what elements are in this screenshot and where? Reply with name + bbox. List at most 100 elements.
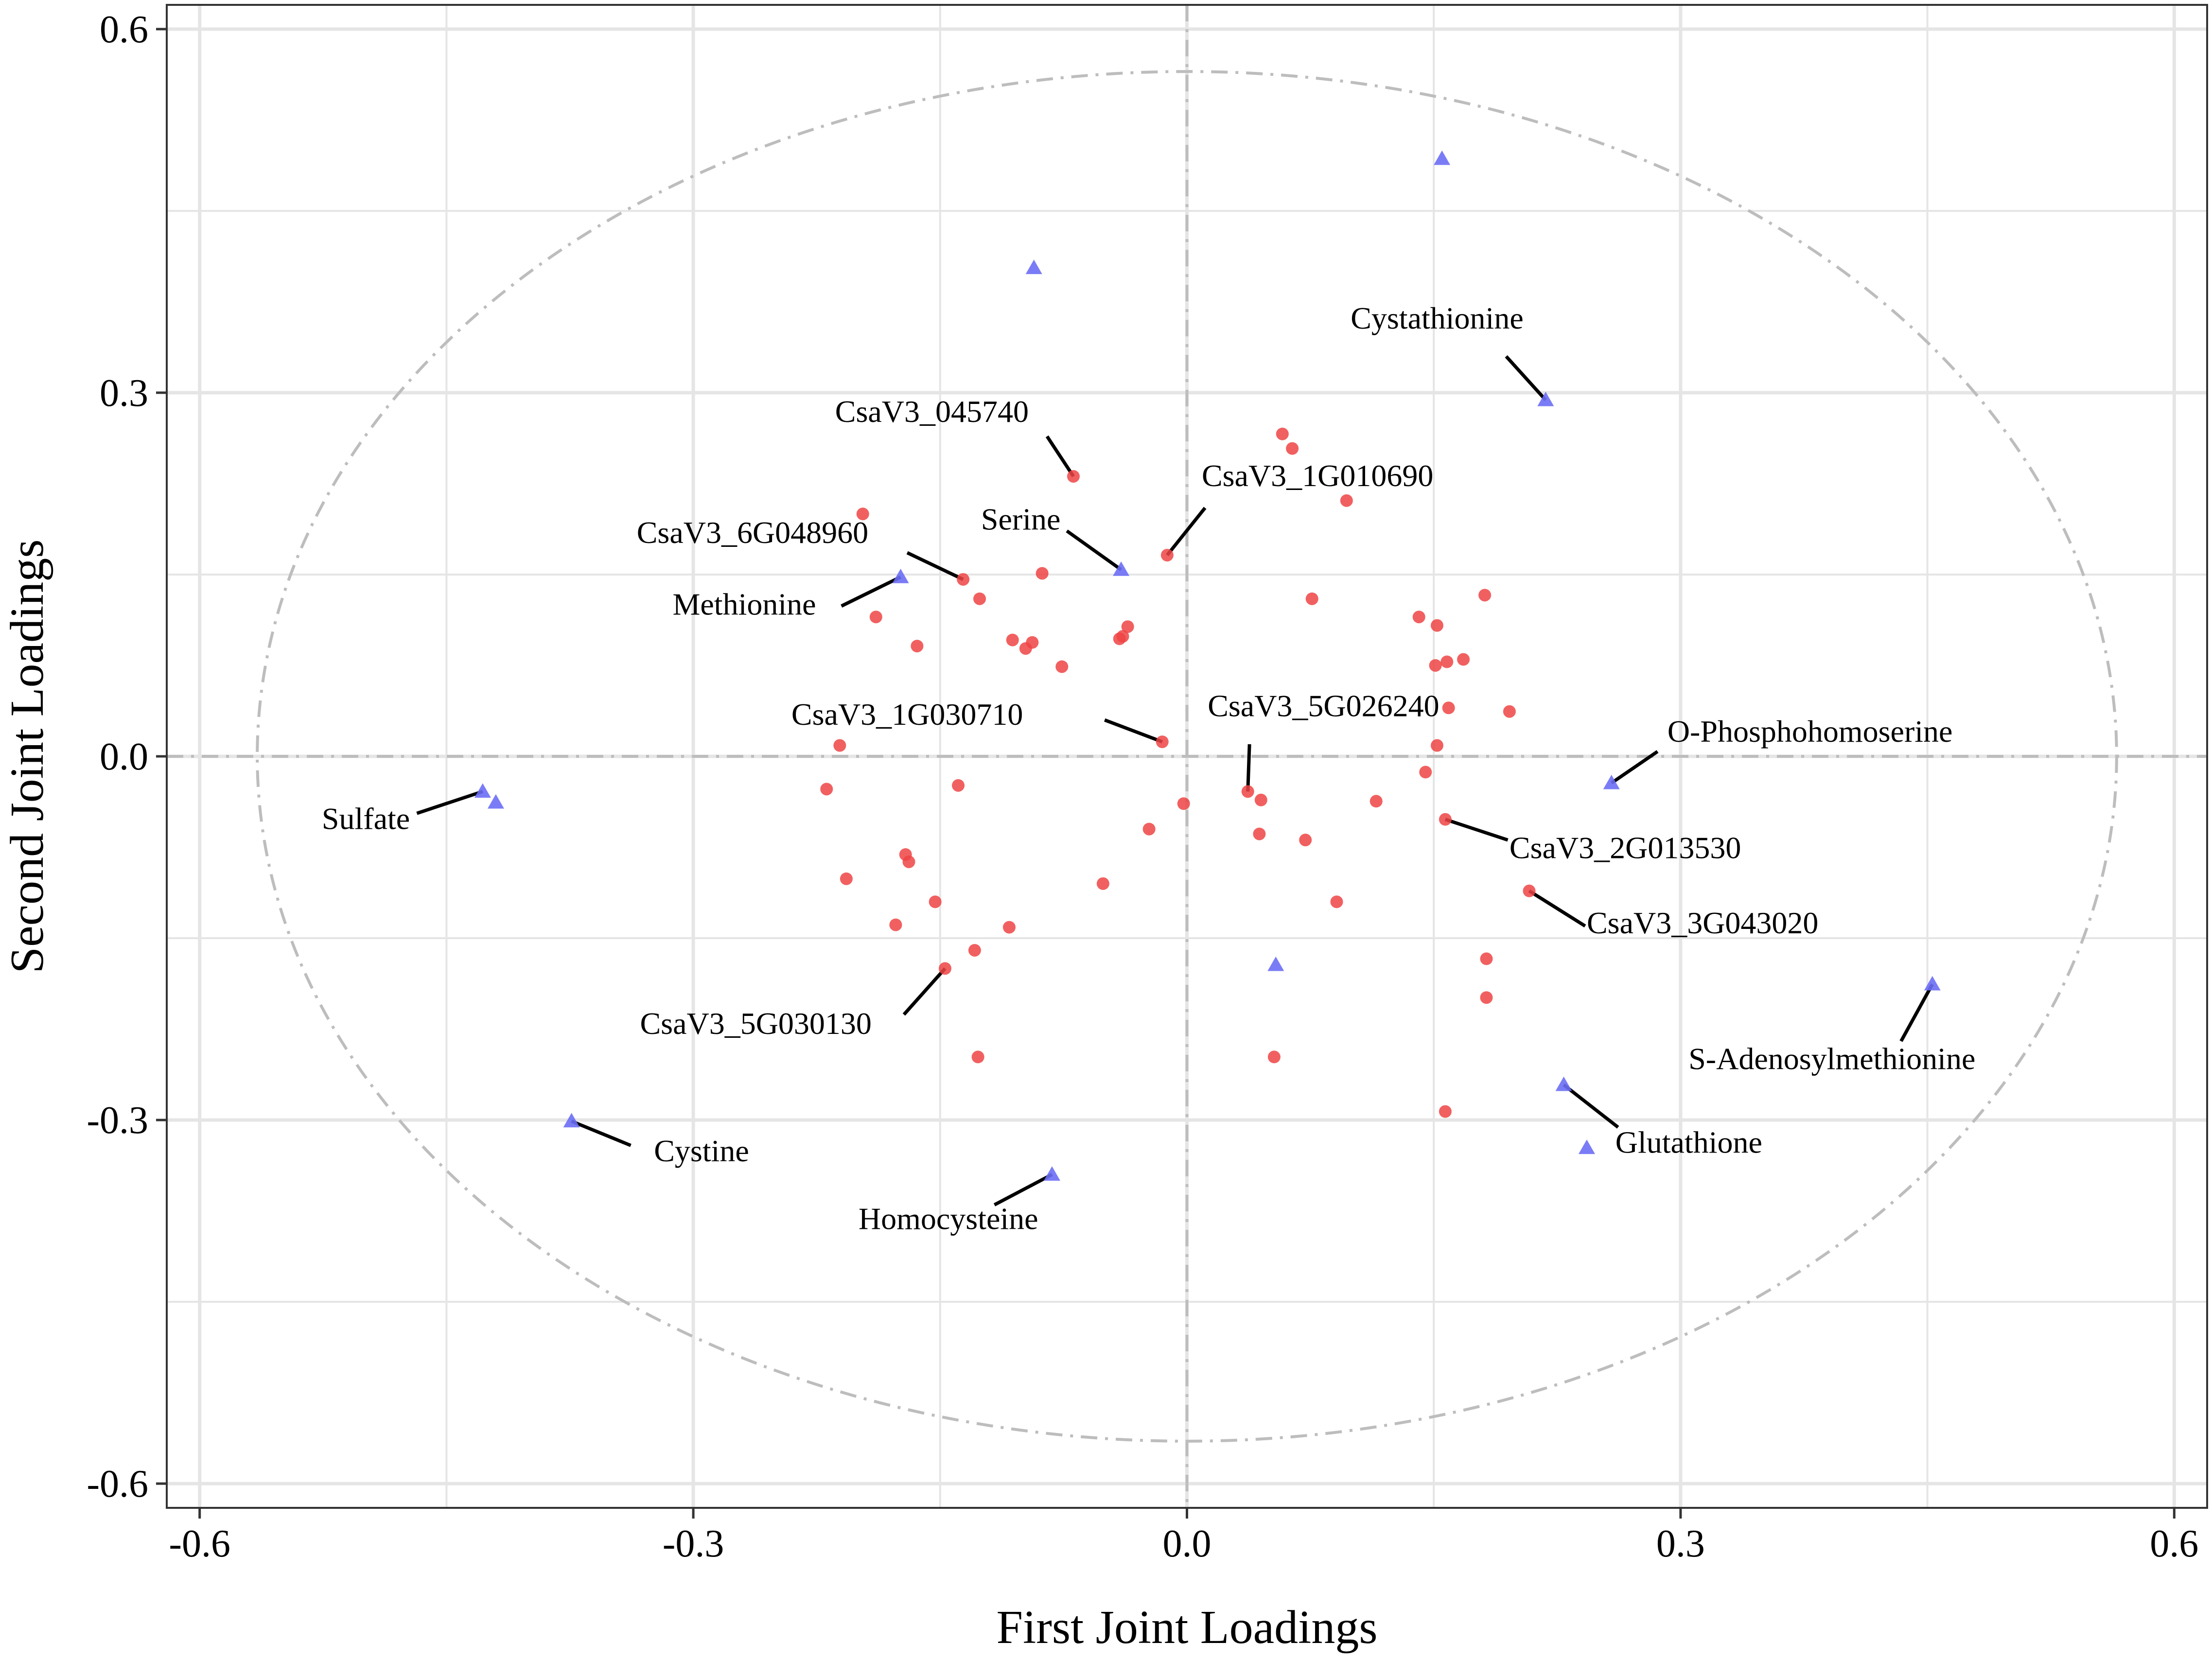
metabolite-point bbox=[1578, 1139, 1595, 1154]
annotation-leader-line bbox=[1899, 983, 1934, 1042]
point-annotation-label: Serine bbox=[981, 502, 1061, 537]
point-annotation-label: Sulfate bbox=[322, 802, 410, 836]
y-tick-label: 0.3 bbox=[100, 372, 148, 415]
point-annotation-label: CsaV3_2G013530 bbox=[1510, 830, 1741, 865]
point-annotation-label: CsaV3_1G030710 bbox=[791, 697, 1023, 732]
gene-point bbox=[820, 783, 833, 796]
y-tick-label: -0.6 bbox=[87, 1463, 148, 1505]
gene-point bbox=[1340, 494, 1353, 507]
metabolite-point bbox=[1555, 1076, 1572, 1091]
gene-point bbox=[973, 592, 986, 605]
x-tick-label: 0.0 bbox=[1163, 1522, 1211, 1565]
gene-point bbox=[1067, 470, 1080, 483]
y-axis-title: Second Joint Loadings bbox=[1, 540, 53, 974]
gene-point bbox=[1055, 660, 1069, 673]
annotation-leader-line bbox=[1166, 507, 1207, 557]
metabolite-point bbox=[1113, 561, 1130, 576]
metabolite-point bbox=[487, 794, 504, 809]
gene-point bbox=[1177, 797, 1190, 810]
gene-point bbox=[1442, 701, 1455, 715]
gene-point bbox=[1121, 620, 1134, 633]
gene-point bbox=[1113, 632, 1126, 646]
gene-point bbox=[1267, 1050, 1281, 1064]
gene-point bbox=[1019, 642, 1032, 655]
metabolite-point bbox=[1043, 1166, 1060, 1181]
x-tick-label: -0.3 bbox=[663, 1522, 724, 1565]
gene-point bbox=[856, 507, 869, 521]
gene-point bbox=[929, 895, 942, 909]
gene-point bbox=[1430, 619, 1443, 632]
gene-point bbox=[911, 640, 924, 653]
gene-point bbox=[952, 779, 965, 792]
point-annotation-label: Cystine bbox=[654, 1134, 749, 1168]
gene-point bbox=[1478, 589, 1492, 602]
annotation-leader-line bbox=[571, 1119, 632, 1147]
gene-point bbox=[1440, 655, 1454, 668]
metabolite-point bbox=[1537, 391, 1554, 406]
y-tick-label: -0.3 bbox=[87, 1099, 148, 1142]
gene-point bbox=[957, 573, 970, 586]
point-annotation-label: CsaV3_5G030130 bbox=[640, 1006, 871, 1041]
gene-point bbox=[1480, 952, 1493, 965]
gene-point bbox=[1480, 991, 1493, 1004]
gene-point bbox=[1036, 567, 1049, 580]
x-tick-label: 0.6 bbox=[2150, 1522, 2198, 1565]
gene-point bbox=[1439, 813, 1452, 826]
y-tick-label: 0.6 bbox=[100, 8, 148, 51]
gene-point bbox=[1002, 921, 1016, 934]
gene-point bbox=[1156, 735, 1169, 749]
gene-point bbox=[1439, 1105, 1452, 1118]
gene-point bbox=[971, 1050, 984, 1064]
gene-point bbox=[938, 962, 951, 975]
gene-point bbox=[1286, 442, 1299, 455]
gene-point bbox=[889, 918, 902, 931]
annotation-leader-line bbox=[1246, 744, 1251, 792]
metabolite-point bbox=[1025, 260, 1042, 274]
correlation-circle bbox=[256, 70, 2118, 1443]
metabolite-point bbox=[474, 783, 491, 798]
gene-point bbox=[869, 611, 882, 624]
point-annotation-label: Methionine bbox=[672, 587, 816, 621]
point-annotation-label: Glutathione bbox=[1615, 1125, 1762, 1159]
point-annotation-label: S-Adenosylmethionine bbox=[1688, 1041, 1975, 1076]
metabolite-point bbox=[563, 1113, 580, 1128]
gene-point bbox=[1419, 766, 1432, 779]
annotation-leader-line bbox=[1045, 435, 1075, 477]
y-tick-label: 0.0 bbox=[100, 735, 148, 778]
annotation-leader-line bbox=[906, 551, 964, 581]
axis-ticks: -0.6 -0.3 0.0 0.3 0.6 0.6 0.3 0.0 -0.3 -0.6 bbox=[87, 8, 2198, 1565]
point-annotation-label: CsaV3_1G010690 bbox=[1202, 458, 1433, 493]
gene-point bbox=[1429, 659, 1442, 672]
gene-point bbox=[1006, 633, 1019, 647]
annotation-leader-line bbox=[1066, 529, 1123, 571]
point-annotation-label: CsaV3_6G048960 bbox=[637, 515, 868, 550]
gene-point bbox=[833, 739, 846, 752]
annotation-leader-line bbox=[993, 1173, 1053, 1206]
point-annotation-label: Cystathionine bbox=[1351, 301, 1524, 335]
gene-point bbox=[1160, 549, 1174, 562]
annotation-leader-line bbox=[1610, 750, 1659, 785]
annotation-leader-lines bbox=[416, 355, 1934, 1206]
metabolite-point bbox=[1267, 956, 1284, 971]
annotation-leader-line bbox=[1528, 889, 1586, 928]
gene-point bbox=[968, 944, 981, 957]
metabolite-point bbox=[1434, 150, 1451, 165]
point-annotation-label: O-Phosphohomoserine bbox=[1668, 714, 1953, 749]
metabolite-point bbox=[1603, 774, 1620, 789]
unit-circle-outline bbox=[256, 70, 2118, 1443]
x-tick-label: -0.6 bbox=[169, 1522, 230, 1565]
gene-point bbox=[1276, 427, 1289, 440]
point-annotation-label: Homocysteine bbox=[859, 1201, 1038, 1236]
x-axis-title: First Joint Loadings bbox=[996, 1601, 1377, 1654]
gene-point bbox=[840, 872, 853, 885]
annotation-leader-line bbox=[1505, 355, 1547, 402]
annotation-leader-line bbox=[902, 967, 947, 1016]
point-annotation-label: CsaV3_3G043020 bbox=[1587, 906, 1818, 940]
annotation-leader-line bbox=[416, 789, 483, 815]
gene-point bbox=[1457, 653, 1470, 666]
gene-point bbox=[1096, 877, 1109, 890]
point-annotations: Cystathionine CsaV3_045740 CsaV3_1G010690 C… bbox=[322, 301, 1975, 1236]
metabolite-point bbox=[1924, 976, 1941, 991]
gene-point bbox=[1523, 884, 1536, 897]
metabolite-point bbox=[892, 568, 909, 583]
